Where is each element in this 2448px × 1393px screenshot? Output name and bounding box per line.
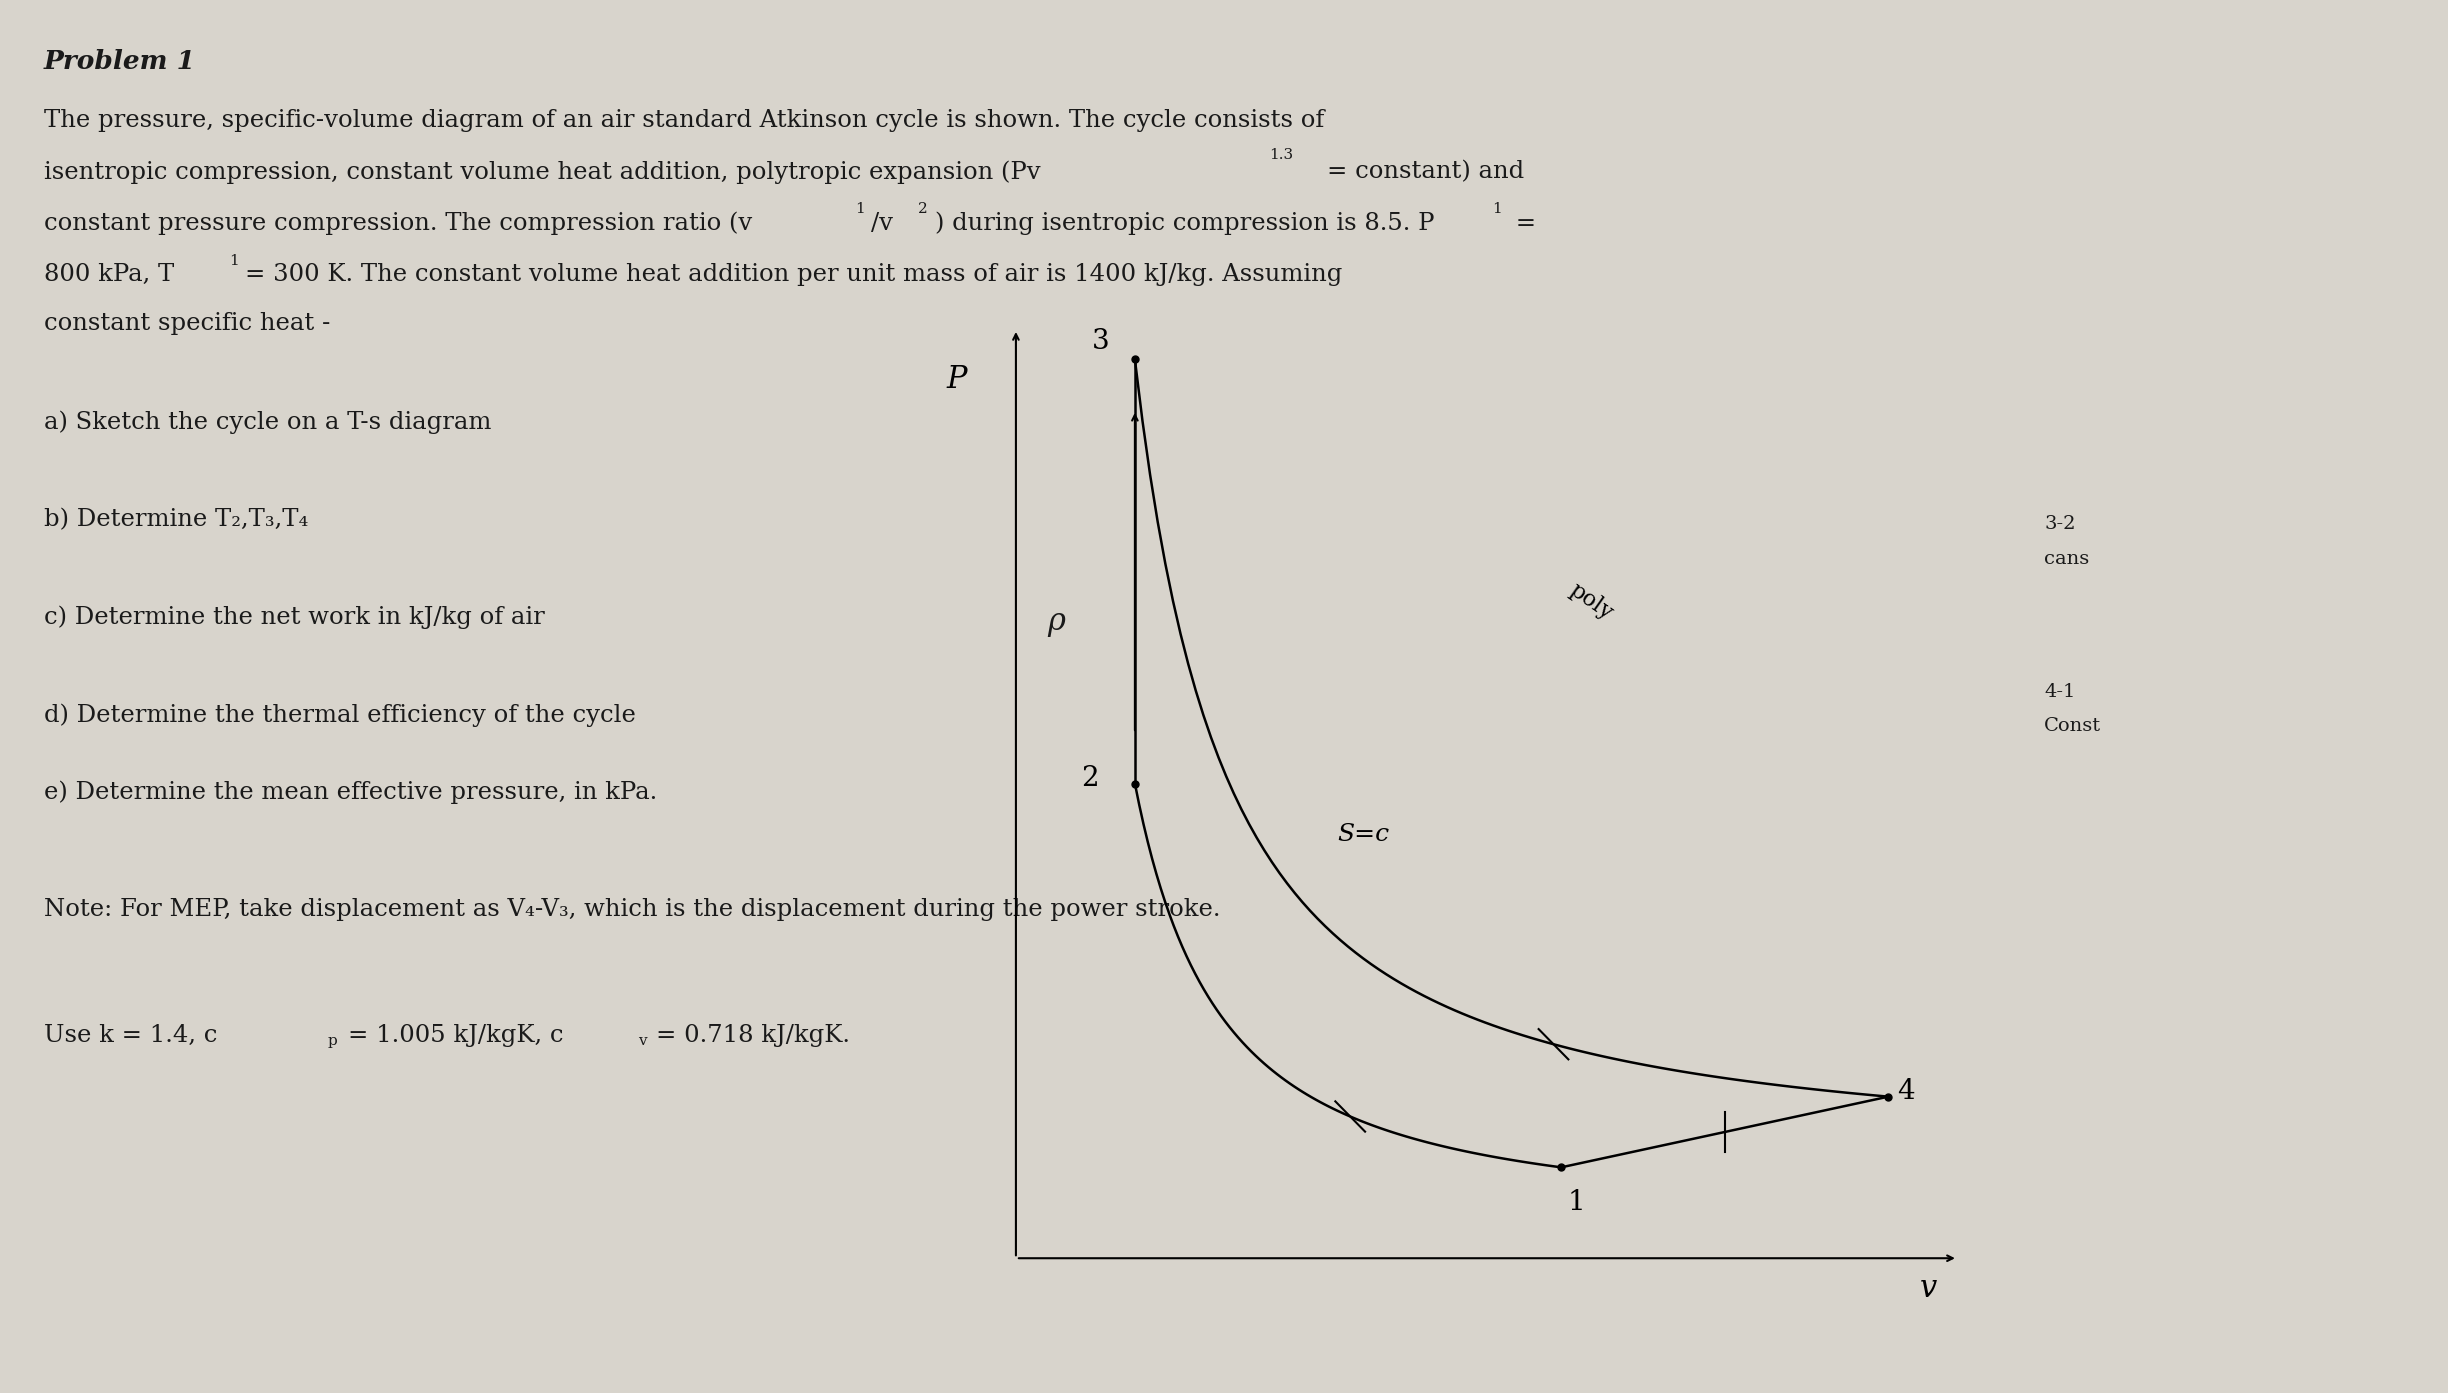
Text: a) Sketch the cycle on a T-s diagram: a) Sketch the cycle on a T-s diagram [44,411,492,435]
Text: v: v [636,1034,646,1048]
Text: v: v [1919,1273,1936,1304]
Text: P: P [947,364,967,396]
Text: 800 kPa, T: 800 kPa, T [44,263,174,287]
Text: 1: 1 [230,254,237,267]
Text: d) Determine the thermal efficiency of the cycle: d) Determine the thermal efficiency of t… [44,703,636,727]
Text: cans: cans [2044,550,2088,568]
Text: 2: 2 [918,202,928,216]
Text: ) during isentropic compression is 8.5. P: ) during isentropic compression is 8.5. … [935,212,1435,235]
Text: = constant) and: = constant) and [1327,160,1525,184]
Text: b) Determine T₂,T₃,T₄: b) Determine T₂,T₃,T₄ [44,508,308,532]
Text: = 1.005 kJ/kgK, c: = 1.005 kJ/kgK, c [348,1024,563,1048]
Text: 4: 4 [1897,1078,1914,1105]
Text: constant pressure compression. The compression ratio (v: constant pressure compression. The compr… [44,212,752,235]
Text: Const: Const [2044,717,2100,736]
Text: = 0.718 kJ/kgK.: = 0.718 kJ/kgK. [656,1024,849,1048]
Text: 1: 1 [1493,202,1501,216]
Text: 4-1: 4-1 [2044,683,2076,701]
Text: 3-2: 3-2 [2044,515,2076,534]
Text: poly: poly [1564,579,1616,624]
Text: Problem 1: Problem 1 [44,49,196,74]
Text: constant specific heat -: constant specific heat - [44,312,330,336]
Text: 2: 2 [1082,765,1099,793]
Text: ρ: ρ [1048,606,1065,637]
Text: 1: 1 [1567,1190,1584,1216]
Text: /v: /v [871,212,894,235]
Text: e) Determine the mean effective pressure, in kPa.: e) Determine the mean effective pressure… [44,780,659,804]
Text: = 300 K. The constant volume heat addition per unit mass of air is 1400 kJ/kg. A: = 300 K. The constant volume heat additi… [245,263,1342,287]
Text: 1: 1 [857,202,864,216]
Text: =: = [1508,212,1535,235]
Text: c) Determine the net work in kJ/kg of air: c) Determine the net work in kJ/kg of ai… [44,606,546,630]
Text: S=c: S=c [1337,822,1388,846]
Text: isentropic compression, constant volume heat addition, polytropic expansion (Pv: isentropic compression, constant volume … [44,160,1040,184]
Text: Use k = 1.4, c: Use k = 1.4, c [44,1024,218,1048]
Text: Note: For MEP, take displacement as V₄-V₃, which is the displacement during the : Note: For MEP, take displacement as V₄-V… [44,898,1222,922]
Text: 3: 3 [1092,327,1109,355]
Text: p: p [328,1034,338,1048]
Text: 1.3: 1.3 [1271,148,1293,162]
Text: The pressure, specific-volume diagram of an air standard Atkinson cycle is shown: The pressure, specific-volume diagram of… [44,109,1324,132]
